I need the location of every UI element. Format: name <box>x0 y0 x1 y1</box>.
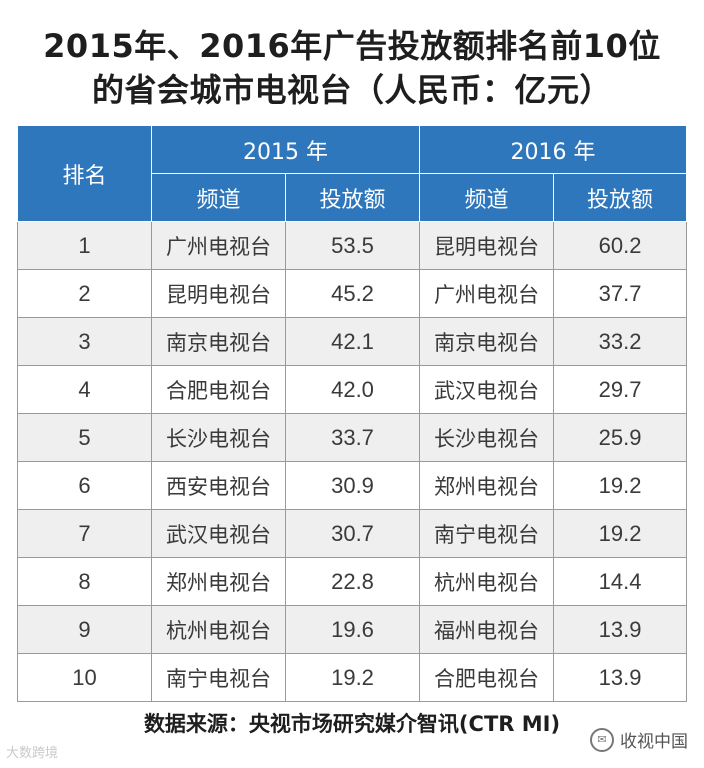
amount-2016-cell: 19.2 <box>553 509 688 558</box>
header-channel-2016: 频道 <box>419 173 555 222</box>
channel-2016-cell: 武汉电视台 <box>419 365 555 414</box>
source-note: 数据来源：央视市场研究媒介智讯(CTR MI) <box>143 712 561 736</box>
channel-2015-cell: 郑州电视台 <box>151 557 286 606</box>
channel-2016-cell: 郑州电视台 <box>419 461 555 510</box>
channel-2016-cell: 长沙电视台 <box>419 413 555 462</box>
channel-2016-cell: 广州电视台 <box>419 269 555 318</box>
channel-2015-cell: 广州电视台 <box>151 221 286 270</box>
channel-2016-cell: 杭州电视台 <box>419 557 555 606</box>
channel-2015-cell: 西安电视台 <box>151 461 286 510</box>
title-line-2: 的省会城市电视台（人民币：亿元） <box>91 71 612 109</box>
rank-cell: 2 <box>17 269 152 318</box>
header-year-2015: 2015 年 <box>150 125 421 174</box>
rank-cell: 6 <box>17 461 152 510</box>
table-row: 3 南京电视台 42.1 南京电视台 33.2 <box>17 317 688 366</box>
amount-2016-cell: 19.2 <box>553 461 688 510</box>
amount-2016-cell: 25.9 <box>553 413 688 462</box>
channel-2015-cell: 长沙电视台 <box>151 413 286 462</box>
watermark-right-label: 收视中国 <box>620 732 688 752</box>
amount-2016-cell: 14.4 <box>553 557 688 606</box>
header-amount-2015: 投放额 <box>284 173 421 222</box>
rank-cell: 3 <box>17 317 152 366</box>
amount-2015-cell: 19.2 <box>284 653 421 702</box>
header-channel-2015: 频道 <box>151 173 286 222</box>
amount-2016-cell: 60.2 <box>553 221 688 270</box>
channel-2015-cell: 昆明电视台 <box>151 269 286 318</box>
rank-cell: 10 <box>17 653 152 702</box>
amount-2016-cell: 29.7 <box>553 365 688 414</box>
channel-2015-cell: 南京电视台 <box>151 317 286 366</box>
ranking-table: 排名 2015 年 2016 年 频道 投放额 频道 投放额 1 广州电视台 5… <box>17 125 688 702</box>
amount-2015-cell: 19.6 <box>284 605 421 654</box>
channel-2016-cell: 合肥电视台 <box>419 653 555 702</box>
amount-2016-cell: 13.9 <box>553 653 688 702</box>
rank-cell: 1 <box>17 221 152 270</box>
wechat-icon: ✉ <box>590 727 614 752</box>
channel-2015-cell: 南宁电视台 <box>151 653 286 702</box>
rank-cell: 4 <box>17 365 152 414</box>
page-title: 2015年、2016年广告投放额排名前10位 的省会城市电视台（人民币：亿元） <box>0 24 704 112</box>
table-row: 5 长沙电视台 33.7 长沙电视台 25.9 <box>17 413 688 462</box>
table-row: 8 郑州电视台 22.8 杭州电视台 14.4 <box>17 557 688 606</box>
channel-2016-cell: 昆明电视台 <box>419 221 555 270</box>
table-row: 6 西安电视台 30.9 郑州电视台 19.2 <box>17 461 688 510</box>
rank-cell: 5 <box>17 413 152 462</box>
watermark-right: ✉ 收视中国 <box>590 727 688 752</box>
table-row: 2 昆明电视台 45.2 广州电视台 37.7 <box>17 269 688 318</box>
amount-2015-cell: 45.2 <box>284 269 421 318</box>
rank-cell: 7 <box>17 509 152 558</box>
amount-2015-cell: 22.8 <box>284 557 421 606</box>
channel-2015-cell: 杭州电视台 <box>151 605 286 654</box>
channel-2015-cell: 武汉电视台 <box>151 509 286 558</box>
rank-cell: 9 <box>17 605 152 654</box>
amount-2015-cell: 42.0 <box>284 365 421 414</box>
amount-2015-cell: 42.1 <box>284 317 421 366</box>
channel-2016-cell: 南京电视台 <box>419 317 555 366</box>
amount-2016-cell: 13.9 <box>553 605 688 654</box>
amount-2015-cell: 33.7 <box>284 413 421 462</box>
channel-2016-cell: 南宁电视台 <box>419 509 555 558</box>
header-rank: 排名 <box>17 125 152 222</box>
channel-2015-cell: 合肥电视台 <box>151 365 286 414</box>
amount-2015-cell: 30.7 <box>284 509 421 558</box>
amount-2015-cell: 30.9 <box>284 461 421 510</box>
header-year-2016: 2016 年 <box>419 125 688 174</box>
rank-cell: 8 <box>17 557 152 606</box>
title-line-1: 2015年、2016年广告投放额排名前10位 <box>43 27 661 65</box>
amount-2016-cell: 37.7 <box>553 269 688 318</box>
table-row: 1 广州电视台 53.5 昆明电视台 60.2 <box>17 221 688 270</box>
table-row: 9 杭州电视台 19.6 福州电视台 13.9 <box>17 605 688 654</box>
table-row: 7 武汉电视台 30.7 南宁电视台 19.2 <box>17 509 688 558</box>
table-row: 10 南宁电视台 19.2 合肥电视台 13.9 <box>17 653 688 702</box>
header-amount-2016: 投放额 <box>553 173 688 222</box>
table-row: 4 合肥电视台 42.0 武汉电视台 29.7 <box>17 365 688 414</box>
amount-2015-cell: 53.5 <box>284 221 421 270</box>
channel-2016-cell: 福州电视台 <box>419 605 555 654</box>
amount-2016-cell: 33.2 <box>553 317 688 366</box>
watermark-left: 大数跨境 <box>6 746 59 761</box>
